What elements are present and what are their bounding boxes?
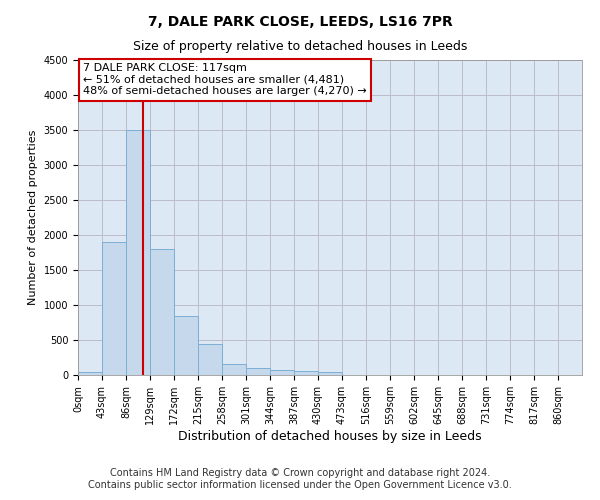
Bar [319,372,341,375]
Text: 7 DALE PARK CLOSE: 117sqm
← 51% of detached houses are smaller (4,481)
48% of se: 7 DALE PARK CLOSE: 117sqm ← 51% of detac… [83,63,367,96]
Bar [223,364,245,375]
Bar [247,368,269,375]
Bar [103,242,125,375]
Text: Contains HM Land Registry data © Crown copyright and database right 2024.
Contai: Contains HM Land Registry data © Crown c… [88,468,512,490]
Bar [199,344,221,375]
X-axis label: Distribution of detached houses by size in Leeds: Distribution of detached houses by size … [178,430,482,442]
Bar [151,249,173,375]
Bar [295,371,317,375]
Text: 7, DALE PARK CLOSE, LEEDS, LS16 7PR: 7, DALE PARK CLOSE, LEEDS, LS16 7PR [148,15,452,29]
Bar [79,372,101,375]
Bar [127,130,149,375]
Bar [175,316,197,375]
Bar [271,370,293,375]
Text: Size of property relative to detached houses in Leeds: Size of property relative to detached ho… [133,40,467,53]
Y-axis label: Number of detached properties: Number of detached properties [28,130,38,305]
